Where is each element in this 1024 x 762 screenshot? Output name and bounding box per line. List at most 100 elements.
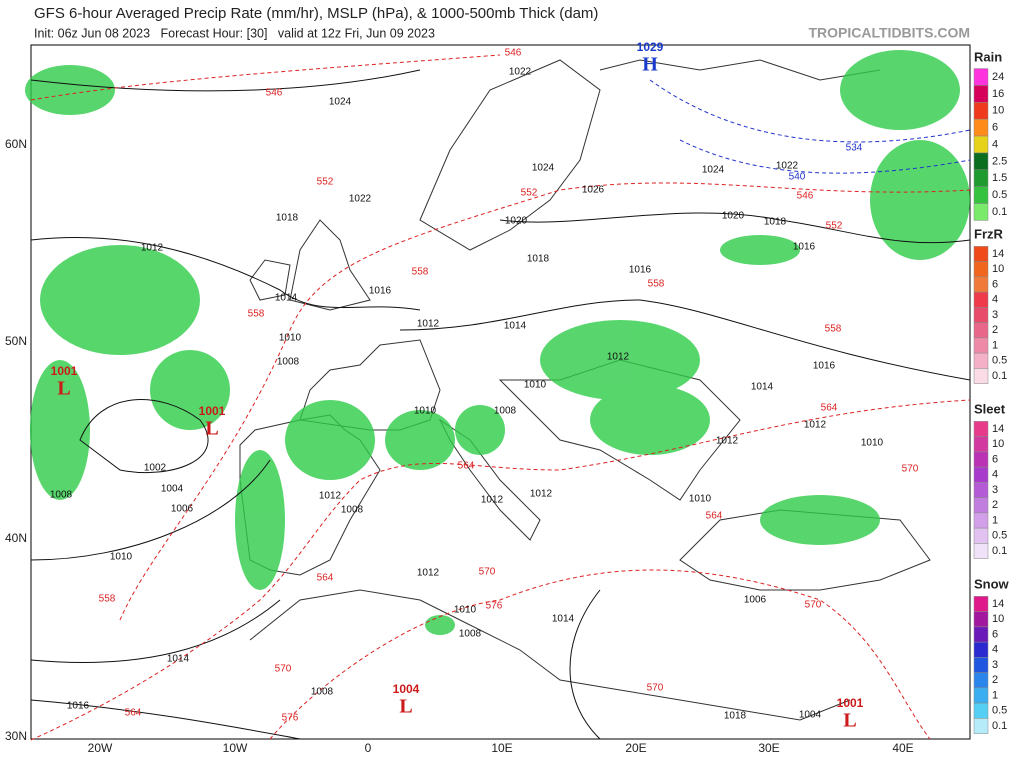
legend-swatch (973, 626, 989, 643)
legend-tick: 4 (992, 294, 998, 306)
legend-swatch (973, 135, 989, 154)
thickness-label: 546 (266, 88, 283, 99)
thickness-label: 564 (317, 573, 334, 584)
isobar-label: 1008 (50, 490, 73, 501)
thickness-label: 564 (458, 461, 475, 472)
isobar-label: 1014 (275, 293, 298, 304)
thickness-label: 552 (826, 221, 843, 232)
legend-swatch (973, 118, 989, 137)
isobar-label: 1010 (279, 333, 302, 344)
legend-tick: 4 (992, 469, 998, 481)
lon-label: 10W (223, 741, 248, 755)
legend-swatch (973, 672, 989, 689)
isobar-label: 1016 (793, 242, 816, 253)
isobar-label: 1004 (161, 484, 184, 495)
isobar-label: 1012 (141, 243, 164, 254)
lat-label: 50N (5, 334, 27, 348)
pressure-center-value: 1004 (393, 682, 420, 696)
pressure-center-letter: H (642, 54, 658, 76)
isobar-label: 1008 (494, 406, 517, 417)
isobar-label: 1012 (607, 352, 630, 363)
isobar-label: 1022 (776, 161, 799, 172)
legend-swatch (973, 102, 989, 120)
isobar-label: 1012 (481, 495, 504, 506)
thickness-label: 534 (846, 143, 863, 154)
legend-title: Sleet (974, 401, 1006, 416)
lon-label: 0 (365, 741, 372, 755)
isobar-label: 1024 (532, 163, 555, 174)
lon-label: 10E (491, 741, 512, 755)
pressure-center-letter: L (57, 378, 70, 400)
lat-label: 40N (5, 531, 27, 545)
legend-swatch (973, 68, 989, 86)
legend-tick: 0.1 (992, 206, 1007, 218)
legend-swatch (973, 186, 989, 204)
isobar-label: 1024 (702, 165, 725, 176)
isobar-label: 1012 (417, 319, 440, 330)
thickness-label: 552 (317, 177, 334, 188)
legend-title: Rain (974, 49, 1002, 64)
isobar-label: 1010 (689, 494, 712, 505)
isobar-label: 1008 (311, 687, 334, 698)
legend-tick: 0.5 (992, 189, 1007, 201)
legend-tick: 0.5 (992, 530, 1007, 542)
coastlines (239, 59, 931, 721)
legend-swatch (973, 436, 989, 453)
legend-title: FrzR (974, 226, 1004, 241)
thickness-label: 564 (821, 403, 838, 414)
legend-swatch (973, 702, 989, 719)
isobar-label: 1014 (504, 321, 527, 332)
legend-swatch (973, 687, 989, 704)
thickness-label: 570 (805, 600, 822, 611)
isobar-label: 1014 (167, 654, 190, 665)
legend-tick: 14 (992, 598, 1004, 610)
legend-swatch (973, 85, 989, 103)
legend-tick: 10 (992, 105, 1004, 117)
legend-tick: 3 (992, 659, 998, 671)
legend-swatch (973, 543, 989, 559)
thickness-label: 558 (825, 324, 842, 335)
legend-tick: 14 (992, 248, 1004, 260)
legend-tick: 2 (992, 674, 998, 686)
legend-swatch (973, 596, 989, 612)
legend-swatch (973, 527, 989, 544)
legend-tick: 6 (992, 278, 998, 290)
isobar-label: 1012 (804, 420, 827, 431)
legend-tick: 4 (992, 644, 998, 656)
lon-label: 40E (892, 741, 913, 755)
legend-tick: 10 (992, 438, 1004, 450)
isobar-label: 1006 (744, 595, 767, 606)
isobar-label: 1012 (319, 491, 342, 502)
isobar-label: 1020 (722, 211, 745, 222)
legend-tick: 10 (992, 613, 1004, 625)
isobar-label: 1008 (341, 505, 364, 516)
legend-swatch (973, 497, 989, 514)
isobar-label: 1002 (144, 463, 167, 474)
legend-tick: 16 (992, 88, 1004, 100)
subtitle: Init: 06z Jun 08 2023 Forecast Hour: [30… (34, 26, 435, 40)
isobar-label: 1014 (751, 382, 774, 393)
isobars (30, 69, 971, 740)
legend-swatch (973, 261, 989, 278)
isobar-label: 1022 (509, 67, 532, 78)
title: GFS 6-hour Averaged Precip Rate (mm/hr),… (34, 5, 598, 22)
legend-tick: 1 (992, 514, 998, 526)
lat-label: 60N (5, 137, 27, 151)
legend-swatch (973, 718, 989, 734)
thickness-label: 546 (505, 48, 522, 59)
isobar-label: 1016 (369, 286, 392, 297)
legend-tick: 6 (992, 628, 998, 640)
isobar-label: 1016 (629, 265, 652, 276)
legend-tick: 14 (992, 423, 1004, 435)
legend: Rain241610642.51.50.50.1FrzR1410643210.5… (973, 49, 1010, 734)
legend-swatch (973, 451, 989, 468)
legend-tick: 1 (992, 689, 998, 701)
pressure-center-value: 1029 (637, 40, 664, 54)
legend-title: Snow (974, 576, 1010, 591)
legend-swatch (973, 307, 989, 323)
isobar-label: 1010 (524, 380, 547, 391)
legend-tick: 24 (992, 71, 1004, 83)
legend-tick: 3 (992, 484, 998, 496)
isobar-label: 1012 (417, 568, 440, 579)
